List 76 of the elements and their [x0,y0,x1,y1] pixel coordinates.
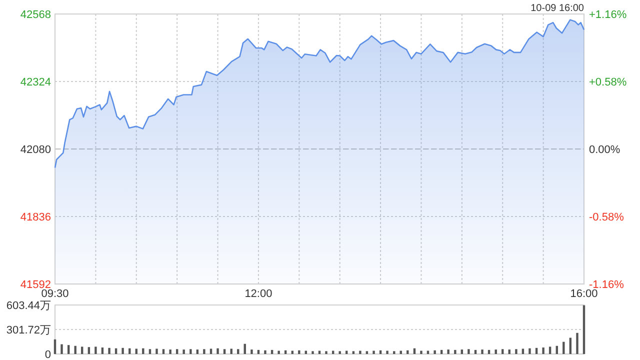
bar [556,346,558,354]
bar [494,350,497,354]
bar [182,350,185,354]
bar [223,349,226,354]
bar [562,342,565,354]
bar [60,344,63,354]
y2-tick-label: +0.58% [589,76,627,88]
y-tick-label: 41836 [20,212,51,224]
bar [237,349,240,354]
y-tick-label: 603.44万 [6,300,51,312]
y-tick-label: 0 [44,349,51,360]
y-tick-label: 42568 [20,9,51,21]
x-tick-label: 09:30 [41,288,69,300]
bar [515,349,518,354]
y2-tick-label: -1.16% [589,279,624,291]
bar [162,349,165,354]
bar [148,349,152,354]
bar [548,346,552,354]
bar [81,346,84,354]
bar [216,348,219,354]
bar [210,348,212,354]
bar [94,346,97,354]
bar [420,350,422,354]
bar [196,350,199,354]
bar [169,350,172,354]
bar [338,351,341,354]
bar [454,350,456,354]
y-tick-label: 42080 [20,144,51,156]
bar [460,350,464,354]
bar [135,348,138,354]
bar [312,351,314,354]
bar [542,348,544,354]
bar [230,348,232,354]
bar [325,351,328,354]
bar [264,350,266,354]
bar [250,350,253,354]
y-tick-label: 41592 [20,279,51,291]
y-tick-label: 42324 [20,76,51,88]
bar [522,348,524,354]
bar [569,338,572,354]
y2-tick-label: +1.16% [589,9,627,21]
bar [582,305,586,354]
x-tick-label: 16:00 [570,288,598,300]
bar [122,348,124,354]
bar [372,350,375,354]
x-tick-label: 12:00 [244,288,272,300]
bar [508,350,510,354]
bar [447,350,450,354]
bar [502,349,504,354]
bar [101,348,104,354]
bar [156,348,158,354]
bar [359,350,362,354]
bar [176,349,178,354]
bar [298,350,300,354]
bar [366,351,368,354]
annotation: 10-09 16:00 [530,3,584,14]
bar [203,349,206,354]
bar [244,344,246,354]
bar [434,350,436,354]
bar [278,350,280,354]
y2-tick-label: -0.58% [589,212,624,224]
bar [393,351,396,354]
bar [528,348,531,354]
bar [108,348,110,354]
bar [190,349,192,354]
bar [88,347,90,354]
bar [386,350,388,354]
bar [468,349,470,354]
y-tick-label: 301.72万 [6,324,51,336]
bar [352,351,355,354]
y2-tick-label: 0.00% [589,144,620,156]
bar [54,339,56,354]
bar [481,350,484,354]
bar [74,346,76,354]
bar [576,332,578,354]
bar [67,345,70,354]
